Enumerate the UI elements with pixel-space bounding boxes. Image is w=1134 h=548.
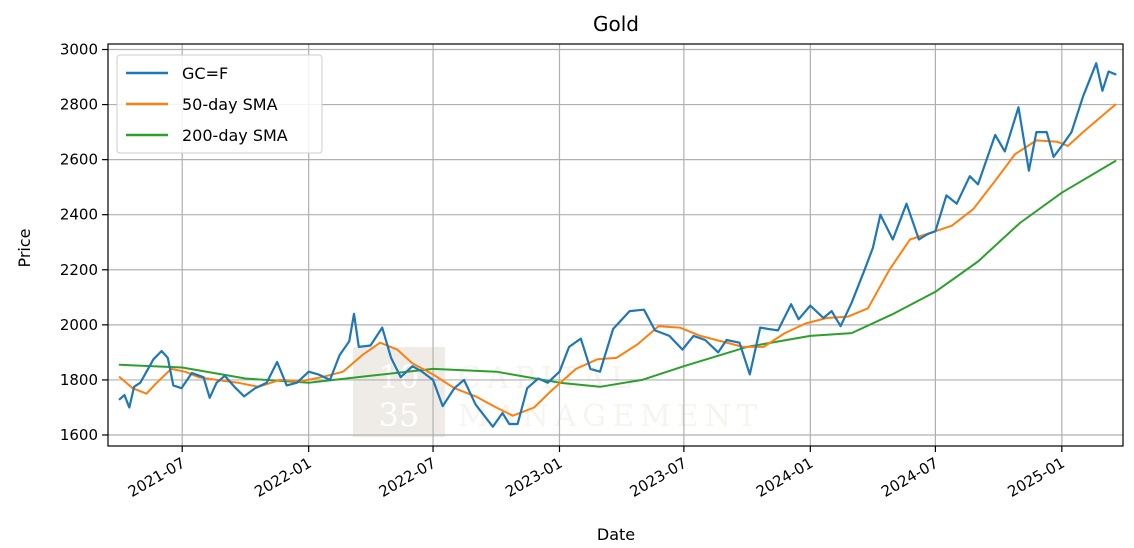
watermark-text-bottom: MANAGEMENT — [458, 399, 763, 434]
x-tick-label: 2025-01 — [1005, 454, 1068, 501]
legend-entry-sma200: 200-day SMA — [126, 126, 288, 145]
legend-box — [116, 54, 323, 154]
series-line-sma200 — [118, 160, 1117, 388]
y-tick-label: 1800 — [60, 371, 98, 389]
series-layer — [118, 62, 1117, 428]
x-tick-label: 2022-07 — [376, 454, 439, 501]
x-tick-label: 2021-07 — [125, 454, 188, 501]
y-tick-label: 2400 — [60, 206, 98, 224]
watermark-logo-box — [353, 347, 445, 437]
x-tick-label: 2024-07 — [878, 454, 941, 501]
x-axis-label: Date — [597, 525, 635, 544]
legend: GC=F 50-day SMA 200-day SMA — [116, 54, 323, 154]
y-tick-label: 2200 — [60, 261, 98, 279]
y-tick-label: 1600 — [60, 426, 98, 444]
watermark-text-top: CAPITAL — [458, 361, 637, 396]
series-line-sma50 — [118, 103, 1117, 417]
y-tick-label: 2800 — [60, 96, 98, 114]
legend-entry-sma50: 50-day SMA — [126, 95, 278, 114]
x-tick-label: 2023-01 — [502, 454, 565, 501]
y-axis-label: Price — [15, 228, 34, 267]
x-axis-ticks: 2021-07 2022-01 2022-07 2023-01 2023-07 2024-… — [125, 446, 1068, 501]
chart-title: Gold — [593, 12, 639, 36]
x-tick-label: 2022-01 — [251, 454, 314, 501]
y-tick-label: 2600 — [60, 151, 98, 169]
y-axis-ticks: 1600 1800 2000 2200 2400 2600 2800 3000 — [60, 41, 108, 444]
grid — [108, 44, 1123, 446]
legend-label-sma50: 50-day SMA — [182, 95, 278, 114]
y-tick-label: 2000 — [60, 316, 98, 334]
watermark-logo-bottom: 35 — [379, 396, 420, 434]
x-tick-label: 2024-01 — [753, 454, 816, 501]
x-tick-label: 2023-07 — [627, 454, 690, 501]
legend-entry-gc: GC=F — [126, 64, 228, 83]
series-line-gc — [118, 62, 1117, 428]
legend-label-sma200: 200-day SMA — [182, 126, 288, 145]
y-tick-label: 3000 — [60, 41, 98, 59]
legend-label-gc: GC=F — [182, 64, 228, 83]
plot-frame — [107, 43, 1124, 447]
